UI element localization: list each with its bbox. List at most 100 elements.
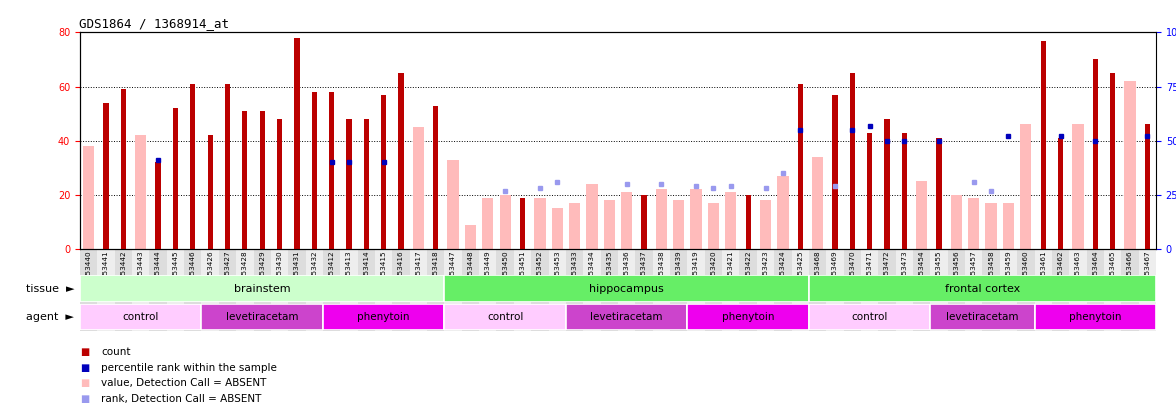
Bar <box>260 111 265 249</box>
Bar <box>1000 249 1017 331</box>
Bar <box>270 249 288 331</box>
Bar <box>191 84 195 249</box>
Bar <box>83 146 94 249</box>
Bar <box>1069 249 1087 331</box>
Bar <box>288 249 306 331</box>
Bar <box>968 198 980 249</box>
Bar <box>121 89 126 249</box>
Text: frontal cortex: frontal cortex <box>944 284 1020 294</box>
Bar <box>219 249 236 331</box>
Text: tissue  ►: tissue ► <box>26 284 74 294</box>
Bar <box>155 162 161 249</box>
Bar <box>1058 138 1063 249</box>
Bar <box>867 132 873 249</box>
Bar <box>1035 304 1156 330</box>
Text: rank, Detection Call = ABSENT: rank, Detection Call = ABSENT <box>101 394 261 403</box>
Bar <box>809 249 827 331</box>
Bar <box>916 181 928 249</box>
Bar <box>1041 40 1045 249</box>
Bar <box>552 209 563 249</box>
Bar <box>1017 249 1035 331</box>
Bar <box>791 249 809 331</box>
Bar <box>601 249 619 331</box>
Bar <box>115 249 132 331</box>
Bar <box>340 249 358 331</box>
Bar <box>312 92 316 249</box>
Bar <box>583 249 601 331</box>
Bar <box>861 249 878 331</box>
Bar <box>688 304 809 330</box>
Bar <box>884 119 889 249</box>
Bar <box>173 108 178 249</box>
Bar <box>690 190 702 249</box>
Text: ■: ■ <box>80 394 89 403</box>
Bar <box>534 198 546 249</box>
Bar <box>708 203 719 249</box>
Text: ■: ■ <box>80 347 89 357</box>
Text: percentile rank within the sample: percentile rank within the sample <box>101 363 278 373</box>
Bar <box>1087 249 1104 331</box>
Bar <box>833 95 837 249</box>
Text: count: count <box>101 347 131 357</box>
Bar <box>254 249 270 331</box>
Bar <box>621 192 633 249</box>
Text: control: control <box>851 312 888 322</box>
Bar <box>797 84 803 249</box>
Bar <box>80 275 445 302</box>
Text: agent  ►: agent ► <box>26 312 74 322</box>
Bar <box>329 92 334 249</box>
Bar <box>445 249 462 331</box>
Bar <box>777 176 788 249</box>
Bar <box>587 184 597 249</box>
Bar <box>965 249 982 331</box>
Bar <box>242 111 247 249</box>
Bar <box>409 249 427 331</box>
Bar <box>913 249 930 331</box>
Bar <box>323 249 340 331</box>
Bar <box>850 73 855 249</box>
Bar <box>704 249 722 331</box>
Bar <box>641 195 647 249</box>
Bar <box>930 249 948 331</box>
Bar <box>1003 203 1014 249</box>
Text: ■: ■ <box>80 378 89 388</box>
Bar <box>902 132 907 249</box>
Bar <box>1138 249 1156 331</box>
Bar <box>80 304 201 330</box>
Bar <box>462 249 479 331</box>
Bar <box>448 160 459 249</box>
Bar <box>1035 249 1051 331</box>
Text: value, Detection Call = ABSENT: value, Detection Call = ABSENT <box>101 378 267 388</box>
Bar <box>1093 60 1098 249</box>
Bar <box>809 275 1156 302</box>
Bar <box>479 249 496 331</box>
Bar <box>207 135 213 249</box>
Bar <box>948 249 965 331</box>
Bar <box>201 249 219 331</box>
Text: levetiracetam: levetiracetam <box>590 312 663 322</box>
Bar <box>1073 124 1083 249</box>
Bar <box>1021 124 1031 249</box>
Bar <box>520 198 526 249</box>
Bar <box>757 249 774 331</box>
Bar <box>878 249 896 331</box>
Bar <box>201 304 323 330</box>
Bar <box>740 249 757 331</box>
Bar <box>103 103 108 249</box>
Bar <box>760 200 771 249</box>
Text: levetiracetam: levetiracetam <box>226 312 299 322</box>
Bar <box>896 249 913 331</box>
Bar <box>566 249 583 331</box>
Bar <box>811 157 823 249</box>
Bar <box>774 249 791 331</box>
Text: levetiracetam: levetiracetam <box>947 312 1018 322</box>
Bar <box>445 275 809 302</box>
Bar <box>358 249 375 331</box>
Bar <box>225 84 230 249</box>
Bar <box>323 304 445 330</box>
Bar <box>294 38 300 249</box>
Bar <box>982 249 1000 331</box>
Bar <box>722 249 740 331</box>
Bar <box>433 106 439 249</box>
Text: hippocampus: hippocampus <box>589 284 664 294</box>
